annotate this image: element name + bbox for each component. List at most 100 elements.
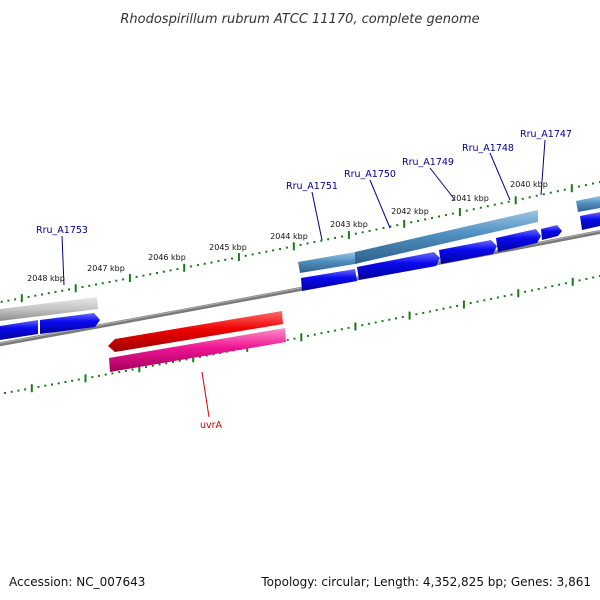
cds-feature[interactable] (496, 229, 541, 252)
inner-track-minor-tick (286, 338, 289, 341)
inner-track-minor-tick (422, 311, 425, 314)
inner-track-minor-tick (415, 313, 418, 316)
tick-label-2046: 2046 kbp (148, 253, 186, 262)
cds-feature[interactable] (541, 225, 562, 240)
outer-track-minor-tick (382, 227, 385, 229)
inner-track-major-tick (192, 354, 195, 363)
inner-track-minor-tick (199, 355, 201, 358)
outer-track-minor-tick (122, 278, 125, 281)
outer-track-minor-tick (327, 238, 330, 241)
gene-label-Rru_A1747[interactable]: Rru_A1747 (520, 129, 572, 140)
gene-label-Rru_A1749[interactable]: Rru_A1749 (402, 157, 454, 168)
cds-feature[interactable] (0, 320, 38, 340)
gene-feature-uvrA[interactable] (108, 311, 283, 352)
outer-track-minor-tick (285, 246, 288, 249)
outer-track-minor-tick (592, 182, 594, 185)
outer-track-minor-tick (306, 242, 309, 245)
outer-track-minor-tick (535, 194, 538, 197)
tick-label-2048: 2048 kbp (27, 274, 65, 283)
inner-track-minor-tick (496, 296, 499, 299)
outer-track-minor-tick (27, 295, 30, 298)
gene-feature-grey[interactable] (0, 297, 98, 321)
outer-track-minor-tick (176, 268, 179, 271)
outer-track-minor-tick (47, 292, 50, 295)
tick-label-2042: 2042 kbp (391, 207, 429, 216)
inner-track-minor-tick (530, 289, 533, 292)
inner-track-minor-tick (578, 279, 581, 282)
inner-track-minor-tick (347, 326, 350, 329)
outer-track-minor-tick (493, 203, 496, 206)
gene-label-Rru_A1751[interactable]: Rru_A1751 (286, 181, 338, 192)
inner-track-minor-tick (4, 392, 6, 394)
outer-track-minor-tick (528, 196, 531, 199)
inner-track-minor-tick (293, 337, 296, 340)
gene-label-Rru_A1753[interactable]: Rru_A1753 (36, 225, 88, 236)
outer-track-minor-tick (34, 294, 37, 297)
outer-track-major-tick (237, 253, 240, 262)
gene-feature-steel[interactable] (576, 196, 600, 212)
genome-backbone (0, 230, 600, 347)
outer-track-minor-tick (81, 286, 84, 288)
outer-track-minor-tick (68, 288, 70, 291)
outer-track-minor-tick (472, 208, 475, 211)
cds-feature[interactable] (301, 269, 357, 291)
cds-feature-pink[interactable] (109, 328, 286, 372)
outer-track-minor-tick (507, 200, 510, 203)
inner-track-minor-tick (503, 295, 506, 298)
inner-track-minor-tick (361, 324, 364, 327)
inner-track-minor-tick (124, 369, 127, 372)
outer-track-major-tick (128, 274, 131, 283)
inner-track-minor-tick (585, 277, 588, 280)
inner-track-minor-tick (374, 321, 377, 324)
outer-track-minor-tick (115, 279, 118, 282)
outer-track-minor-tick (203, 262, 206, 265)
outer-track-minor-tick (361, 231, 364, 234)
outer-track-minor-tick (438, 215, 440, 218)
cds-feature[interactable] (40, 313, 100, 334)
outer-track-minor-tick (368, 229, 371, 232)
outer-tick-track (0, 181, 600, 303)
gene-label-Rru_A1750[interactable]: Rru_A1750 (344, 169, 396, 180)
gene-feature-steel[interactable] (355, 210, 538, 264)
inner-track-minor-tick (178, 359, 181, 362)
inner-track-minor-tick (24, 388, 27, 391)
outer-track-minor-tick (279, 248, 281, 250)
inner-track-major-tick (408, 311, 411, 320)
gene-feature-steel[interactable] (298, 252, 355, 273)
inner-track-minor-tick (388, 318, 391, 321)
inner-track-major-tick (354, 322, 357, 331)
outer-track-minor-tick (88, 284, 91, 287)
outer-track-major-tick (183, 263, 186, 272)
gene-features (0, 196, 600, 352)
outer-track-minor-tick (41, 293, 43, 296)
inner-track-minor-tick (490, 297, 493, 300)
inner-track-minor-tick (524, 290, 527, 293)
cds-feature[interactable] (357, 252, 440, 280)
inner-track-minor-tick (57, 382, 60, 385)
inner-track-minor-tick (592, 276, 595, 279)
outer-track-minor-tick (320, 239, 323, 242)
cds-feature[interactable] (439, 240, 497, 264)
outer-track-major-tick (514, 196, 517, 205)
tick-label-2047: 2047 kbp (87, 264, 125, 273)
gene-label-uvrA[interactable]: uvrA (200, 420, 223, 431)
inner-track-minor-tick (428, 310, 431, 313)
outer-track-minor-tick (61, 289, 64, 292)
inner-track-minor-tick (104, 373, 107, 376)
outer-track-minor-tick (14, 298, 17, 301)
inner-track-major-tick (30, 384, 33, 393)
outer-track-minor-tick (410, 221, 413, 224)
outer-track-minor-tick (265, 250, 268, 253)
inner-track-major-tick (84, 374, 87, 383)
inner-track-minor-tick (442, 307, 445, 310)
inner-track-minor-tick (469, 302, 472, 305)
inner-track-minor-tick (71, 379, 74, 382)
cds-feature[interactable] (580, 212, 600, 230)
outer-track-minor-tick (375, 228, 378, 231)
outer-track-minor-tick (465, 209, 468, 212)
inner-track-minor-tick (456, 304, 459, 307)
inner-track-minor-tick (381, 320, 384, 323)
gene-label-Rru_A1748[interactable]: Rru_A1748 (462, 143, 514, 154)
inner-track-minor-tick (564, 282, 567, 285)
